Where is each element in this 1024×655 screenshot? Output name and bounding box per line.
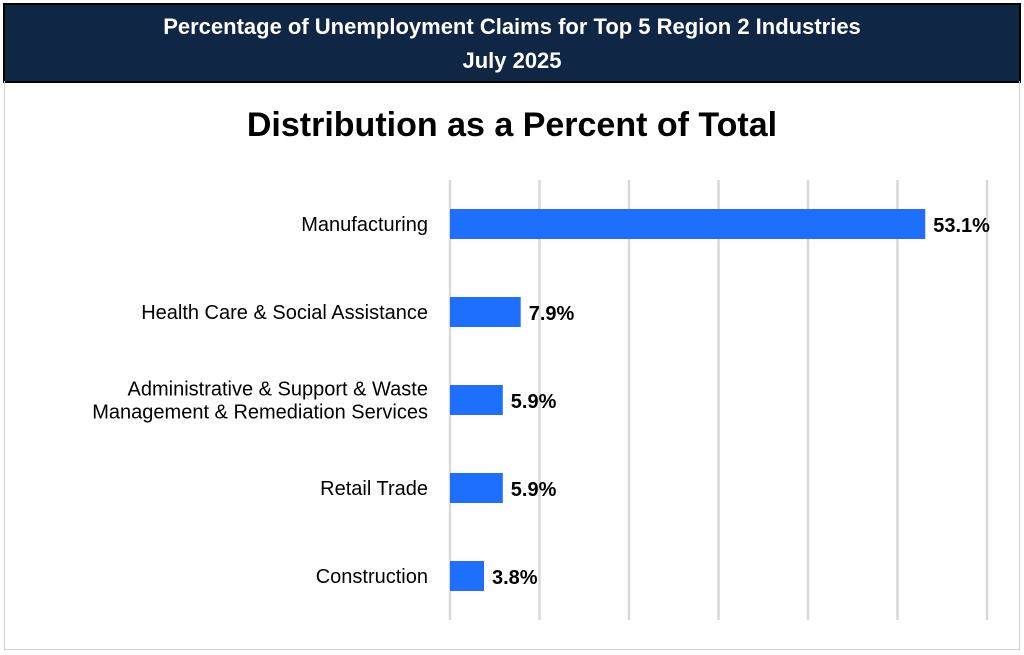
bar — [450, 297, 521, 327]
bar — [450, 209, 926, 239]
data-label: 3.8% — [492, 567, 538, 589]
data-label: 53.1% — [933, 215, 990, 237]
chart-title: Distribution as a Percent of Total — [246, 106, 778, 144]
data-label: 5.9% — [511, 479, 557, 501]
category-label: Manufacturing — [301, 214, 428, 236]
chart-frame — [4, 81, 1020, 650]
chart-header: Percentage of Unemployment Claims for To… — [3, 3, 1021, 83]
bar — [450, 561, 485, 591]
data-label: 5.9% — [511, 391, 557, 413]
category-label: Administrative & Support & Waste — [128, 379, 429, 401]
header-title: Percentage of Unemployment Claims for To… — [163, 14, 861, 39]
bar — [450, 473, 503, 503]
category-label: Retail Trade — [320, 478, 428, 500]
header-subtitle: July 2025 — [462, 48, 562, 73]
category-label: Health Care & Social Assistance — [141, 302, 428, 324]
category-label: Construction — [316, 566, 428, 588]
category-label: Management & Remediation Services — [92, 402, 428, 424]
bar — [450, 385, 503, 415]
data-label: 7.9% — [529, 303, 575, 325]
